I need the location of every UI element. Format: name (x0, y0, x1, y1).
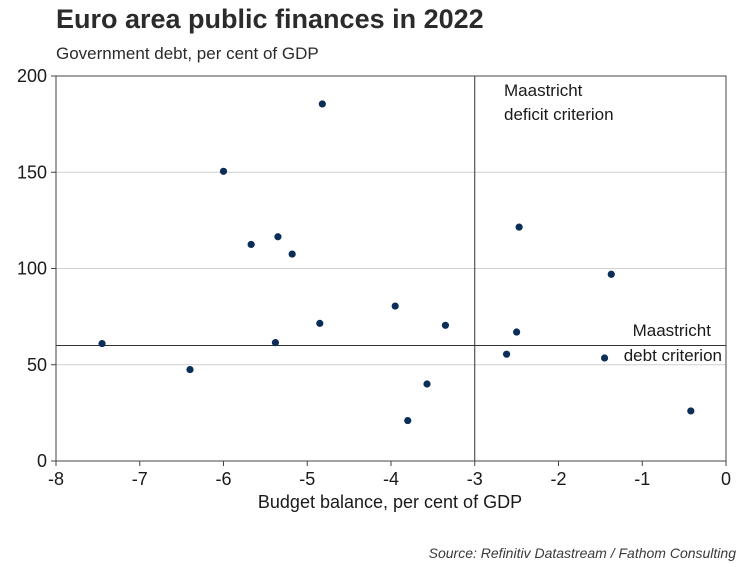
data-point-13 (502, 350, 511, 358)
y-tick-label-0: 0 (37, 451, 47, 471)
data-point-3 (247, 240, 255, 249)
x-tick-label-6: -2 (550, 469, 566, 489)
axes: 0 50 100 150 200 -8 -7 -6 -5 -4 -3 -2 -1 0 (17, 66, 731, 489)
data-point-5 (271, 339, 280, 347)
x-tick-label-0: -8 (48, 469, 64, 489)
x-tick-label-7: -1 (634, 469, 650, 489)
x-tick-label-5: -3 (467, 469, 483, 489)
data-point-4 (274, 233, 282, 241)
data-point-10 (404, 416, 412, 425)
data-points (98, 100, 695, 425)
source-note: Source: Refinitiv Datastream / Fathom Co… (428, 545, 736, 561)
data-point-11 (423, 380, 431, 388)
debt-criterion-label-line2: debt criterion (624, 346, 722, 365)
data-point-8 (316, 319, 324, 327)
data-point-17 (607, 270, 615, 278)
y-tick-label-1: 50 (27, 355, 47, 375)
data-point-6 (288, 250, 296, 258)
x-tick-label-1: -7 (132, 469, 148, 489)
y-tick-label-4: 200 (17, 66, 47, 86)
data-point-14 (513, 328, 521, 336)
data-point-16 (600, 354, 609, 362)
x-tick-label-2: -6 (215, 469, 231, 489)
gridlines (56, 75, 726, 366)
x-tick-label-4: -4 (383, 469, 399, 489)
data-point-1 (186, 365, 194, 374)
data-point-9 (391, 302, 399, 310)
x-tick-label-8: 0 (721, 469, 731, 489)
data-point-0 (98, 339, 106, 348)
chart-title: Euro area public finances in 2022 (56, 4, 484, 34)
deficit-criterion-label-line2: deficit criterion (504, 105, 614, 124)
debt-criterion-label-line1: Maastricht (633, 321, 712, 340)
data-point-15 (515, 223, 523, 231)
data-point-7 (318, 100, 326, 108)
data-point-12 (441, 321, 450, 329)
x-axis-label: Budget balance, per cent of GDP (258, 492, 522, 512)
y-tick-label-3: 150 (17, 162, 47, 182)
deficit-criterion-label-line1: Maastricht (504, 81, 583, 100)
data-point-18 (687, 407, 695, 415)
y-tick-label-2: 100 (17, 259, 47, 279)
data-point-2 (219, 167, 228, 175)
reference-lines (56, 76, 726, 461)
chart-subtitle: Government debt, per cent of GDP (56, 44, 319, 63)
x-tick-label-3: -5 (299, 469, 315, 489)
